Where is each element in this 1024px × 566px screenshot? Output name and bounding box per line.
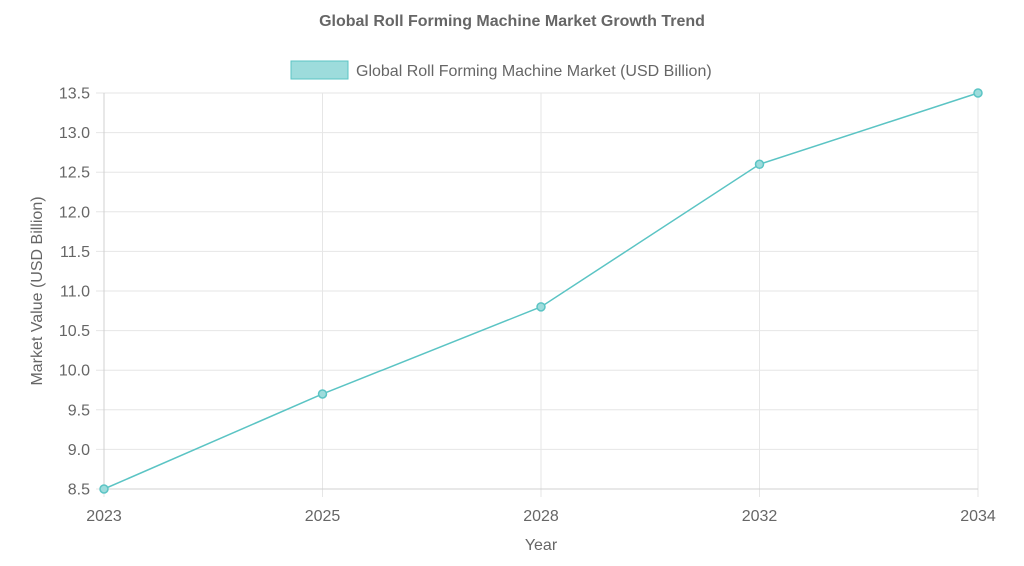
y-tick-label: 10.0 (59, 363, 90, 380)
data-point[interactable] (317, 389, 328, 399)
legend[interactable]: Global Roll Forming Machine Market (USD … (290, 60, 712, 80)
x-tick-label: 2034 (960, 508, 996, 525)
legend-swatch[interactable] (290, 60, 349, 80)
x-axis-ticks: 2023 2025 2028 2032 2034 (86, 508, 996, 525)
y-tick-label: 13.0 (59, 125, 90, 142)
y-tick-label: 12.5 (59, 165, 90, 182)
y-tick-label: 8.5 (68, 482, 90, 499)
data-point[interactable] (99, 484, 109, 494)
y-tick-label: 9.5 (68, 402, 90, 419)
x-axis-title: Year (525, 537, 558, 554)
y-tick-label: 11.5 (60, 244, 90, 261)
y-axis-ticks: 8.5 9.0 9.5 10.0 10.5 11.0 11.5 12.0 12.5 13.0 13.… (59, 86, 90, 499)
x-tick-label: 2025 (305, 508, 341, 525)
x-tick-label: 2023 (86, 508, 122, 525)
data-point[interactable] (973, 88, 983, 98)
series (99, 88, 983, 494)
y-tick-label: 10.5 (59, 323, 90, 340)
y-tick-label: 13.5 (59, 86, 90, 103)
legend-label[interactable]: Global Roll Forming Machine Market (USD … (356, 63, 712, 80)
y-tick-label: 12.0 (59, 204, 90, 221)
y-axis-title: Market Value (USD Billion) (29, 196, 46, 385)
data-point[interactable] (754, 159, 765, 170)
data-point[interactable] (536, 302, 546, 312)
y-tick-label: 11.0 (60, 284, 90, 301)
x-tick-label: 2032 (742, 508, 778, 525)
y-tick-label: 9.0 (68, 442, 90, 459)
x-tick-label: 2028 (523, 508, 559, 525)
grid (96, 92, 979, 497)
chart-title: Global Roll Forming Machine Market Growt… (319, 13, 705, 30)
axes (103, 93, 978, 490)
